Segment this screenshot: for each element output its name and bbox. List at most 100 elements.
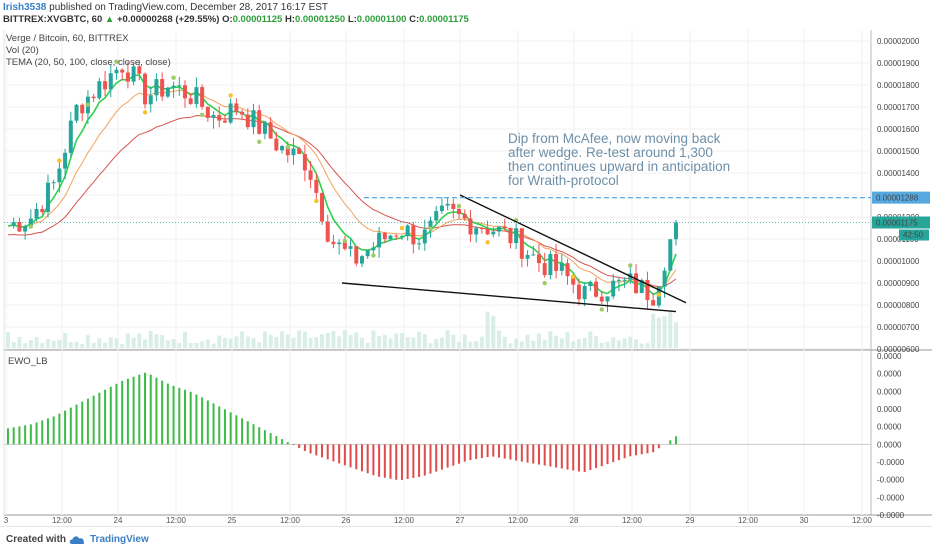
ewo-bar [121, 381, 123, 444]
candle-body [206, 107, 210, 118]
ewo-bar [321, 444, 323, 457]
ewo-bar [13, 427, 15, 444]
candle-body [52, 182, 56, 183]
volume-bar [366, 343, 370, 348]
candle-body [520, 228, 524, 259]
candle-body [297, 148, 301, 154]
ewo-bar [155, 378, 157, 445]
volume-bar [451, 335, 455, 348]
ewo-bar [464, 444, 466, 461]
time-tick: 29 [686, 516, 695, 525]
candle-body [172, 86, 176, 88]
volume-bar [154, 334, 158, 348]
time-tick: 27 [456, 516, 465, 525]
ewo-bar [298, 444, 300, 448]
ewo-bar [58, 414, 60, 445]
time-tick: 12:00 [622, 516, 643, 525]
ewo-bar [435, 444, 437, 471]
ewo-bar [144, 373, 146, 445]
volume-bar [280, 331, 284, 348]
ewo-bar [230, 412, 232, 444]
candle-body [80, 105, 84, 113]
signal-dot [286, 145, 290, 149]
ewo-bar [104, 390, 106, 445]
ewo-bar [441, 444, 443, 469]
ewo-tick: -0.0000 [877, 511, 905, 520]
candle-body [668, 239, 672, 270]
ewo-bar [458, 444, 460, 463]
candle-body [337, 242, 341, 244]
volume-bar [588, 331, 592, 348]
created-with-label: Created with [6, 534, 66, 545]
volume-bar [343, 330, 347, 348]
volume-bar [617, 340, 621, 348]
annotation-line: after wedge. Re-test around 1,300 [508, 146, 808, 160]
ewo-bar [532, 444, 534, 463]
ewo-bar [527, 444, 529, 462]
ewo-bar [7, 428, 9, 444]
candle-body [314, 180, 318, 193]
signal-dot [314, 199, 318, 203]
volume-bar [69, 342, 73, 348]
time-tick: 12:00 [394, 516, 415, 525]
ewo-bar [401, 444, 403, 480]
volume-bar [143, 339, 147, 348]
volume-bar [57, 340, 61, 348]
ewo-bar [270, 433, 272, 444]
ewo-tick: 0.0000 [877, 387, 902, 396]
annotation-text[interactable]: Dip from McAfee, now moving back after w… [508, 132, 808, 188]
candle-body [674, 223, 678, 240]
ewo-legend[interactable]: EWO_LB [8, 356, 48, 367]
ewo-bar [641, 444, 643, 454]
volume-bar [674, 323, 678, 348]
volume-bar [417, 332, 421, 348]
ewo-bar [281, 439, 283, 444]
time-tick: 12:00 [52, 516, 73, 525]
tradingview-brand[interactable]: TradingView [90, 534, 149, 545]
candle-body [57, 169, 61, 183]
volume-bar [371, 330, 375, 348]
volume-bar [303, 332, 307, 348]
ewo-bar [247, 421, 249, 444]
signal-dot [200, 113, 204, 117]
price-tick: 0.00000900 [877, 279, 920, 288]
candle-body [503, 227, 507, 228]
ewo-bar [292, 444, 294, 445]
ewo-tick: 0.0000 [877, 440, 902, 449]
candle-body [109, 73, 113, 89]
candle-body [451, 204, 455, 209]
ewo-bar [538, 444, 540, 464]
volume-bar [212, 344, 216, 348]
candle-body [611, 281, 615, 297]
volume-bar [628, 337, 632, 348]
ewo-bar [184, 390, 186, 445]
candle-body [543, 263, 547, 275]
candle-body [623, 280, 627, 281]
ewo-bar [475, 444, 477, 459]
volume-bar [389, 339, 393, 348]
ewo-bar [669, 440, 671, 444]
volume-bar [252, 338, 256, 348]
volume-bar [600, 343, 604, 348]
candle-body [189, 98, 193, 104]
volume-bar [23, 343, 27, 348]
price-tick: 0.00001000 [877, 257, 920, 266]
volume-bar [6, 332, 10, 348]
ewo-bar [561, 444, 563, 468]
time-tick: 24 [114, 516, 123, 525]
volume-legend[interactable]: Vol (20) [6, 45, 39, 56]
time-tick: 30 [800, 516, 809, 525]
signal-dot [428, 226, 432, 230]
tema-legend[interactable]: TEMA (20, 50, 100, close, close, close) [6, 57, 171, 68]
volume-bar [503, 337, 507, 348]
ewo-bar [190, 392, 192, 445]
ewo-bar [658, 444, 660, 448]
candle-body [154, 79, 158, 95]
volume-bar [491, 316, 495, 348]
candle-body [200, 87, 204, 107]
volume-bar [274, 337, 278, 348]
candle-body [177, 85, 181, 86]
candle-body [663, 271, 667, 287]
volume-bar [240, 331, 244, 348]
